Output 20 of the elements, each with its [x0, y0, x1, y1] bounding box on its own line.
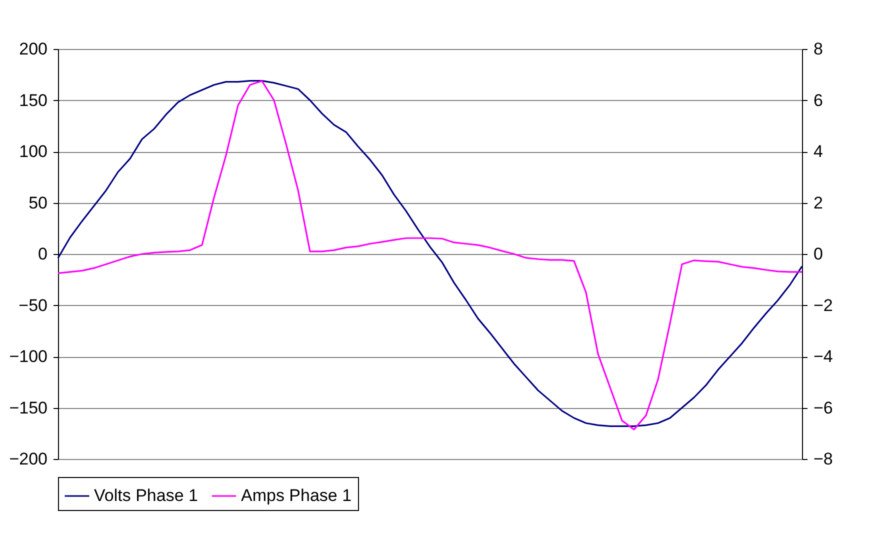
y2-tick-label: 8	[814, 40, 823, 58]
y-tick-label: −150	[9, 398, 48, 418]
y-tick-label: 100	[19, 142, 48, 161]
y2-tick-label: −8	[814, 450, 833, 468]
y-tick-label: 50	[28, 193, 48, 212]
legend-label: Volts Phase 1	[94, 486, 198, 505]
y2-tick-label: −2	[814, 296, 833, 315]
y2-tick-label: 2	[814, 193, 823, 212]
legend-label: Amps Phase 1	[241, 486, 352, 505]
y-tick-label: 200	[19, 40, 48, 58]
y-tick-label: 0	[38, 244, 48, 264]
y2-tick-label: −6	[814, 398, 833, 418]
y-tick-label: −100	[9, 347, 48, 366]
y2-tick-label: 4	[814, 142, 823, 161]
y2-tick-label: 6	[814, 90, 823, 110]
y-tick-label: −200	[9, 450, 48, 468]
y2-tick-label: −4	[814, 347, 833, 366]
y2-tick-label: 0	[814, 244, 823, 264]
y-tick-label: 150	[19, 90, 48, 110]
y-tick-label: −50	[18, 296, 48, 315]
